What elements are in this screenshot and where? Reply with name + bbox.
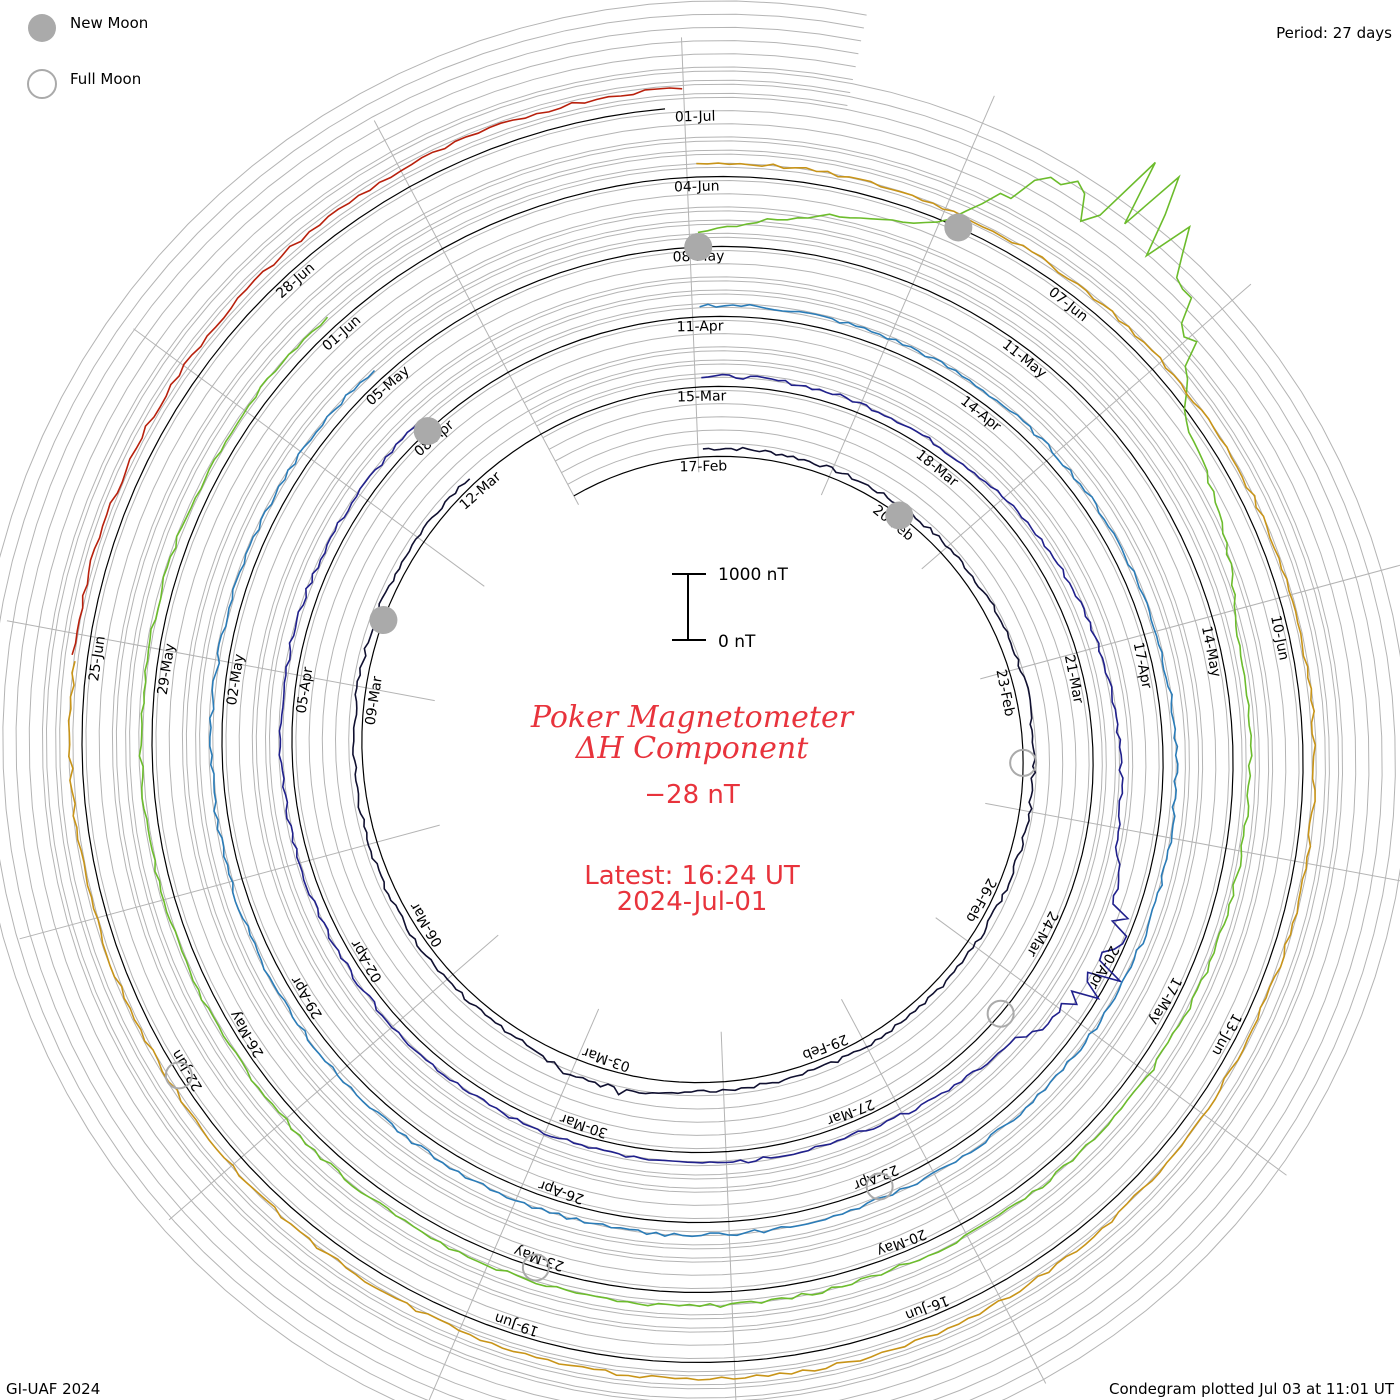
date-label: 10-Jun — [1267, 614, 1292, 662]
date-label: 25-Jun — [86, 635, 109, 682]
day-spoke — [921, 283, 1252, 570]
new-moon-icon — [28, 14, 56, 42]
baseline-spiral — [81, 108, 1304, 1364]
latest-time: Latest: 16:24 UT — [584, 861, 800, 891]
data-series — [67, 87, 1317, 1381]
full-moon-marker — [865, 1172, 894, 1201]
day-spoke — [820, 95, 995, 496]
grid-ring — [41, 66, 1344, 1400]
day-spoke — [19, 824, 440, 940]
period-label: Period: 27 days — [1276, 24, 1392, 42]
date-label: 05-Apr — [294, 666, 317, 715]
full-moon-label: Full Moon — [70, 70, 141, 88]
footer-timestamp: Condegram plotted Jul 03 at 11:01 UT — [1109, 1380, 1395, 1398]
date-label: 05-May — [363, 363, 412, 409]
date-label: 23-Feb — [992, 668, 1017, 718]
scale-top-label: 1000 nT — [718, 565, 788, 585]
date-label: 17-Feb — [679, 458, 727, 475]
day-spoke — [6, 620, 435, 702]
grid-ring — [28, 53, 1357, 1400]
date-label: 15-Mar — [677, 388, 727, 405]
new-moon-marker — [413, 417, 442, 446]
grid-ring — [55, 79, 1330, 1390]
date-label: 09-Mar — [363, 675, 386, 726]
series-line-2 — [278, 373, 1130, 1164]
baseline-path — [81, 108, 1304, 1364]
full-moon-marker — [164, 1061, 193, 1090]
new-moon-marker — [369, 606, 398, 635]
date-label: 11-Apr — [677, 318, 724, 335]
full-moon-marker — [1009, 748, 1038, 777]
day-spokes — [6, 37, 1400, 1400]
date-label: 21-Mar — [1061, 653, 1086, 705]
new-moon-marker — [885, 501, 914, 530]
moon-phase-markers — [164, 213, 1038, 1282]
grid-ring — [15, 40, 1370, 1400]
day-spoke — [373, 120, 579, 506]
full-moon-marker — [521, 1253, 550, 1282]
date-label: 20-May — [874, 1225, 928, 1259]
series-line-6 — [71, 87, 683, 656]
scale-bar: 1000 nT 0 nT — [672, 565, 788, 652]
new-moon-marker — [684, 232, 713, 261]
new-moon-marker — [944, 213, 973, 242]
date-label: 17-Apr — [1130, 641, 1155, 690]
series-line-4 — [138, 161, 1253, 1308]
day-spoke — [841, 998, 1047, 1384]
date-label: 02-May — [224, 653, 248, 707]
date-label: 29-May — [155, 642, 179, 696]
chart-title: Poker Magnetometer — [530, 700, 855, 735]
date-label: 01-Jul — [675, 109, 716, 126]
footer-credit: GI-UAF 2024 — [6, 1380, 100, 1398]
date-label: 23-May — [512, 1242, 566, 1274]
latest-date: 2024-Jul-01 — [617, 887, 768, 917]
day-spoke — [985, 802, 1400, 882]
full-moon-icon — [27, 69, 57, 99]
full-moon-marker — [986, 999, 1015, 1028]
series-line-5 — [67, 162, 1317, 1381]
day-spoke — [720, 1031, 737, 1400]
date-label: 27-Mar — [824, 1095, 876, 1128]
day-spoke — [980, 564, 1400, 680]
date-label: 26-Feb — [962, 875, 999, 925]
grid-ring — [2, 26, 1383, 1400]
current-value: −28 nT — [644, 780, 740, 810]
grid-ring — [68, 92, 1317, 1377]
new-moon-label: New Moon — [70, 14, 148, 32]
scale-bottom-label: 0 nT — [718, 632, 756, 652]
series-line-1 — [352, 446, 1037, 1096]
date-label: 14-May — [1198, 625, 1224, 679]
date-label: 04-Jun — [674, 178, 720, 195]
date-label: 28-Jun — [273, 260, 318, 302]
day-spoke — [935, 917, 1287, 1176]
grid-ring — [0, 13, 1396, 1400]
day-spoke — [168, 934, 499, 1221]
series-line-3 — [208, 303, 1179, 1238]
chart-subtitle: ΔH Component — [575, 731, 809, 766]
day-spoke — [133, 328, 485, 587]
